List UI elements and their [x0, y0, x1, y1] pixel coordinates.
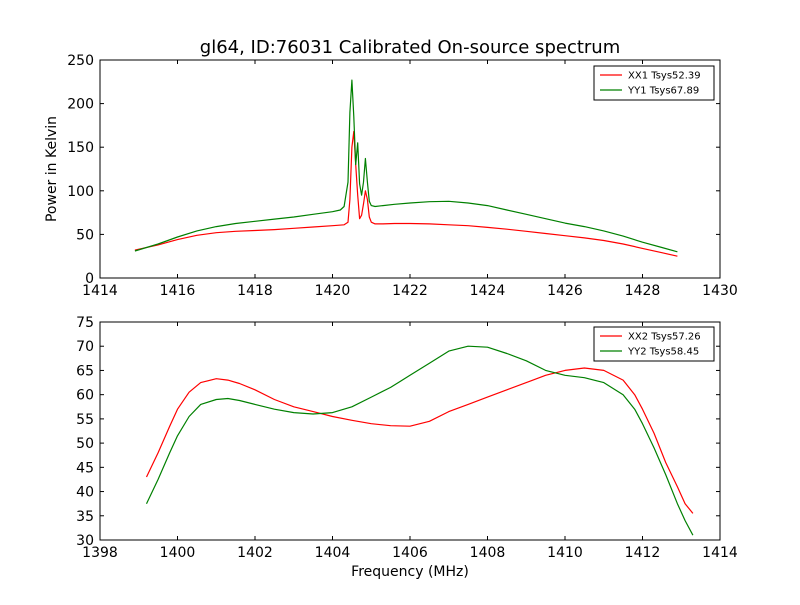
- top-x-tick-label: 1414: [82, 283, 118, 299]
- top-y-tick-label: 50: [76, 227, 94, 243]
- bottom-x-tick-label: 1412: [625, 545, 661, 561]
- bottom-legend-label: XX2 Tsys57.26: [628, 332, 701, 343]
- bottom-series-2-line: [145, 345, 694, 536]
- bottom-panel: 1398 1400 1402 1404 1406 1408 1410 1412 1414 30 35…: [76, 315, 738, 561]
- bottom-legend-box: [593, 326, 715, 362]
- bottom-y-tick-label: 30: [76, 533, 94, 549]
- bottom-legend-label: YY2 Tsys58.45: [627, 347, 699, 358]
- top-legend-label: YY1 Tsys67.89: [627, 86, 699, 97]
- bottom-x-axis-label: Frequency (MHz): [351, 564, 469, 580]
- bottom-x-tick-label: 1402: [237, 545, 273, 561]
- chart-title: gl64, ID:76031 Calibrated On-source spec…: [200, 37, 620, 58]
- bottom-legend: XX2 Tsys57.26 YY2 Tsys58.45: [593, 326, 715, 362]
- top-legend-box: [593, 65, 715, 101]
- bottom-x-tick-label: 1414: [702, 545, 738, 561]
- bottom-y-tick-label: 65: [76, 363, 94, 379]
- top-x-tick-label: 1420: [315, 283, 351, 299]
- bottom-x-tick-label: 1404: [315, 545, 351, 561]
- top-y-tick-label: 200: [67, 97, 94, 113]
- top-legend-label: XX1 Tsys52.39: [628, 71, 701, 82]
- bottom-y-tick-label: 75: [76, 315, 94, 331]
- top-series-2-line: [134, 79, 678, 253]
- top-y-tick-label: 0: [85, 271, 94, 287]
- top-y-tick-label: 250: [67, 53, 94, 69]
- top-x-tick-label: 1430: [702, 283, 738, 299]
- bottom-x-tick-label: 1408: [470, 545, 506, 561]
- bottom-y-tick-label: 45: [76, 460, 94, 476]
- top-series-1-line: [134, 130, 678, 257]
- bottom-x-tick-label: 1398: [82, 545, 118, 561]
- bottom-y-tick-label: 50: [76, 436, 94, 452]
- bottom-x-tick-label: 1400: [160, 545, 196, 561]
- top-y-tick-label: 100: [67, 184, 94, 200]
- top-x-tick-label: 1418: [237, 283, 273, 299]
- top-x-tick-label: 1426: [547, 283, 583, 299]
- bottom-plot-frame: [99, 321, 721, 541]
- top-y-tick-label: 150: [67, 140, 94, 156]
- top-x-tick-label: 1416: [160, 283, 196, 299]
- bottom-x-tick-label: 1406: [392, 545, 428, 561]
- bottom-y-tick-label: 40: [76, 485, 94, 501]
- bottom-y-tick-label: 35: [76, 509, 94, 525]
- top-plot-frame: [99, 59, 721, 279]
- top-x-tick-label: 1422: [392, 283, 428, 299]
- bottom-y-tick-label: 55: [76, 412, 94, 428]
- top-panel: 1414 1416 1418 1420 1422 1424 1426 1428 1430 0 50 1…: [67, 53, 738, 299]
- top-y-axis-label: Power in Kelvin: [44, 116, 60, 222]
- top-x-tick-label: 1424: [470, 283, 506, 299]
- bottom-series-1-line: [145, 367, 694, 514]
- bottom-x-tick-label: 1410: [547, 545, 583, 561]
- top-x-tick-label: 1428: [625, 283, 661, 299]
- bottom-y-tick-label: 60: [76, 388, 94, 404]
- bottom-y-tick-label: 70: [76, 339, 94, 355]
- top-legend: XX1 Tsys52.39 YY1 Tsys67.89: [593, 65, 715, 101]
